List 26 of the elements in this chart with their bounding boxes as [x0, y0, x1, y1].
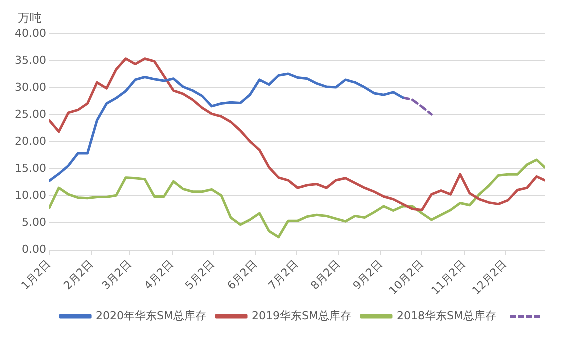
y-tick-label: 20.00: [14, 134, 46, 148]
y-tick-label: 5.00: [22, 216, 46, 230]
legend-label: 2020年华东SM总库存: [96, 309, 207, 322]
x-tick-label: 4月2日: [142, 258, 176, 293]
legend-label: 2018华东SM总库存: [396, 309, 496, 322]
x-tick-label: 12月2日: [470, 258, 510, 298]
x-tick-label: 9月2日: [350, 258, 386, 293]
y-tick-label: 25.00: [14, 108, 46, 121]
y-tick-label: 40.00: [14, 26, 46, 40]
y-tick-label: 10.00: [14, 189, 46, 202]
line-series: [402, 96, 433, 116]
x-tick-label: 10月2日: [386, 258, 426, 298]
y-tick-label: 0.00: [22, 243, 46, 256]
x-tick-label: 2月2日: [61, 258, 96, 293]
x-tick-label: 5月2日: [182, 258, 218, 293]
x-tick-label: 1月2日: [18, 258, 54, 293]
x-tick-label: 6月2日: [225, 258, 260, 293]
legend-label: 2019华东SM总库存: [252, 309, 352, 322]
x-tick-label: 7月2日: [266, 258, 301, 293]
y-tick-label: 35.00: [14, 54, 46, 67]
x-tick-label: 3月2日: [100, 258, 134, 293]
x-tick-label: 8月2日: [308, 258, 344, 293]
y-tick-label: 15.00: [14, 162, 46, 176]
y-tick-label: 30.00: [14, 80, 46, 94]
y-axis-title: 万吨: [18, 10, 42, 27]
x-tick-label: 11月2日: [429, 258, 469, 298]
